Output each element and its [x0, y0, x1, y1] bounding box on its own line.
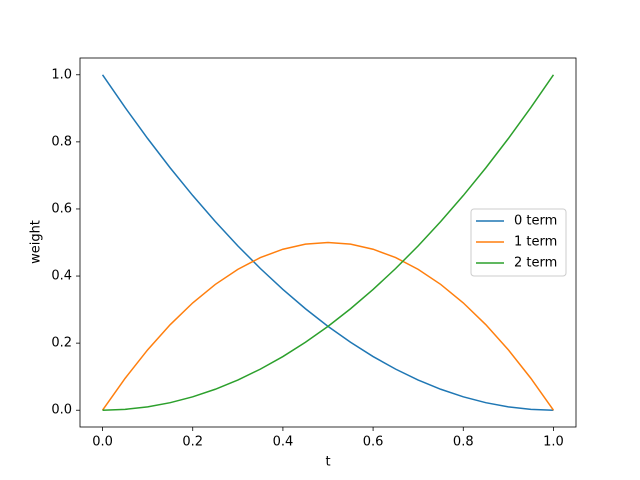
legend-box: [470, 208, 567, 277]
line-series: [101, 241, 555, 411]
y-tick-label: 0.2: [51, 336, 72, 351]
y-axis-label: weight: [29, 220, 44, 264]
y-tick-label: 1.0: [51, 67, 72, 82]
y-tick-label: 0.0: [51, 403, 72, 418]
x-tick-label: 0.0: [92, 435, 113, 450]
x-tick-label: 0.2: [182, 435, 203, 450]
x-axis-label: t: [325, 455, 330, 470]
y-tick-label: 0.8: [51, 134, 72, 149]
y-tick-label: 0.6: [51, 201, 72, 216]
x-tick-label: 0.8: [453, 435, 474, 450]
legend-label: 2 term: [514, 256, 557, 271]
y-tick-label: 0.4: [51, 269, 72, 284]
legend-label: 1 term: [514, 235, 557, 250]
x-tick-label: 1.0: [543, 435, 564, 450]
legend-label: 0 term: [514, 214, 557, 229]
line-series: [102, 74, 555, 411]
x-tick-label: 0.6: [363, 435, 384, 450]
axes-frame: [79, 57, 577, 428]
x-tick-label: 0.4: [273, 435, 294, 450]
